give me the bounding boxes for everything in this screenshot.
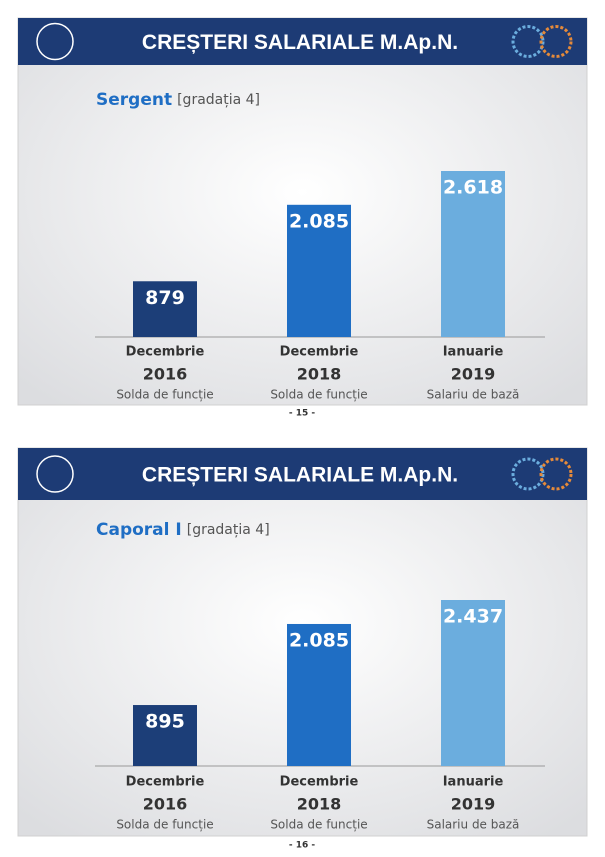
- category-month: Ianuarie: [443, 345, 504, 360]
- category-note: Solda de funcție: [116, 818, 213, 832]
- subtitle: Caporal I [gradația 4]: [96, 520, 270, 540]
- category-year: 2016: [143, 365, 188, 384]
- page-number: - 16 -: [289, 841, 316, 851]
- category-year: 2018: [297, 365, 342, 384]
- subtitle-note: [gradația 4]: [177, 92, 260, 108]
- category-note: Salariu de bază: [427, 388, 520, 402]
- category-month: Decembrie: [280, 775, 359, 790]
- category-month: Decembrie: [126, 345, 205, 360]
- category-note: Salariu de bază: [427, 818, 520, 832]
- title: CREȘTERI SALARIALE M.Ap.N.: [142, 464, 458, 487]
- category-note: Solda de funcție: [270, 818, 367, 832]
- logo: [36, 22, 74, 61]
- category-month: Decembrie: [280, 345, 359, 360]
- page-number: - 15 -: [289, 409, 316, 419]
- subtitle-name: Caporal I: [96, 520, 182, 540]
- category-year: 2019: [451, 795, 496, 814]
- value-label: 895: [145, 711, 185, 733]
- subtitle: Sergent [gradația 4]: [96, 90, 260, 110]
- category-month: Ianuarie: [443, 775, 504, 790]
- value-label: 879: [145, 287, 185, 309]
- subtitle-name: Sergent: [96, 90, 172, 110]
- category-note: Solda de funcție: [270, 388, 367, 402]
- anniversary-logo: [539, 457, 573, 491]
- header-band: [18, 18, 587, 65]
- header-band: [18, 448, 587, 500]
- value-label: 2.618: [443, 177, 503, 199]
- logo: [36, 455, 74, 493]
- value-label: 2.437: [443, 606, 503, 628]
- anniversary-logo: [539, 25, 573, 58]
- bar: [287, 623, 351, 766]
- bar: [133, 705, 197, 766]
- bar: [287, 204, 351, 337]
- category-year: 2016: [143, 795, 188, 814]
- value-label: 2.085: [289, 210, 349, 232]
- category-year: 2019: [451, 365, 496, 384]
- category-note: Solda de funcție: [116, 388, 213, 402]
- value-label: 2.085: [289, 629, 349, 651]
- bar: [133, 281, 197, 337]
- category-month: Decembrie: [126, 775, 205, 790]
- bar: [441, 171, 505, 337]
- category-year: 2018: [297, 795, 342, 814]
- anniversary-logo: [511, 25, 545, 58]
- anniversary-logo: [511, 457, 545, 491]
- subtitle-note: [gradația 4]: [187, 522, 270, 538]
- title: CREȘTERI SALARIALE M.Ap.N.: [142, 31, 458, 54]
- bar: [441, 600, 505, 766]
